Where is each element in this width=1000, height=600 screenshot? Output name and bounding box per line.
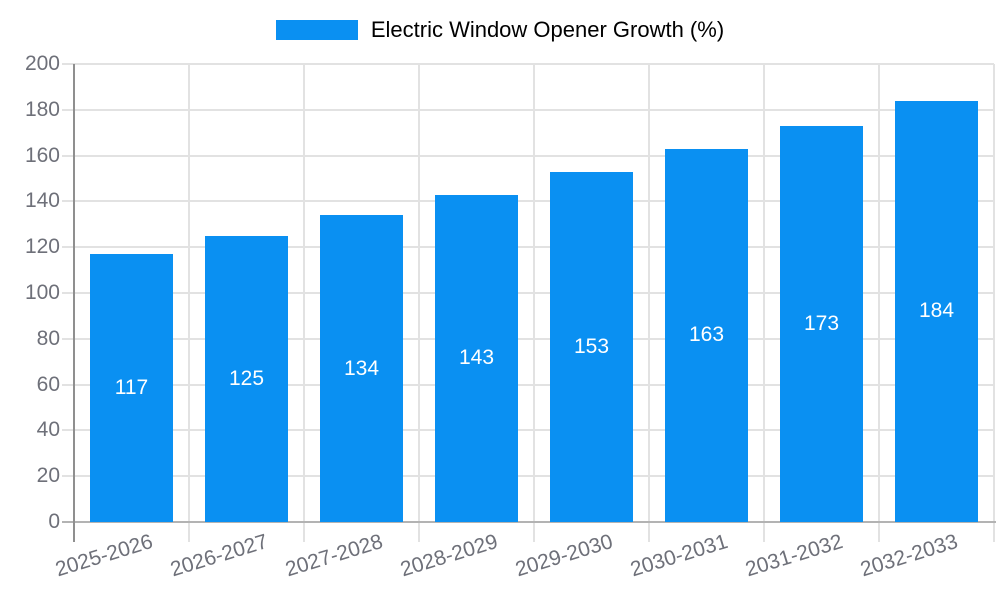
bar[interactable]: 153 — [550, 171, 633, 522]
horizontal-gridline — [62, 429, 994, 432]
x-axis-label: 2026-2027 — [167, 529, 271, 582]
legend-label: Electric Window Opener Growth (%) — [370, 17, 725, 42]
bar-value-label: 125 — [228, 366, 265, 390]
vertical-gridline — [303, 64, 305, 542]
x-axis-label: 2025-2026 — [52, 529, 156, 582]
y-axis-label: 140 — [24, 189, 60, 213]
bar[interactable]: 125 — [205, 235, 288, 522]
x-axis-line — [62, 521, 996, 523]
bar[interactable]: 184 — [895, 100, 978, 522]
horizontal-gridline — [62, 475, 994, 478]
x-axis-label: 2029-2030 — [512, 529, 616, 582]
bar-value-label: 143 — [458, 346, 495, 370]
vertical-gridline — [533, 64, 535, 542]
y-axis-label: 100 — [24, 281, 60, 304]
bar-value-label: 173 — [803, 311, 840, 335]
horizontal-gridline — [62, 154, 994, 157]
vertical-gridline — [418, 64, 420, 542]
x-axis-label: 2031-2032 — [742, 529, 846, 582]
vertical-gridline — [648, 64, 650, 542]
legend[interactable]: Electric Window Opener Growth (%) — [0, 17, 1000, 43]
y-axis-label: 60 — [36, 372, 60, 396]
x-axis-label: 2032-2033 — [857, 529, 961, 582]
bar[interactable]: 163 — [665, 148, 748, 522]
x-axis-label: 2028-2029 — [397, 529, 501, 582]
bar[interactable]: 117 — [90, 254, 173, 522]
y-axis-label: 20 — [36, 464, 60, 488]
vertical-gridline — [878, 64, 880, 542]
y-axis-label: 80 — [36, 326, 60, 350]
bar-value-label: 134 — [343, 356, 380, 380]
bar-value-label: 163 — [688, 323, 725, 347]
horizontal-gridline — [62, 383, 994, 386]
horizontal-gridline — [62, 63, 994, 65]
bar-value-label: 153 — [573, 334, 610, 358]
horizontal-gridline — [62, 337, 994, 340]
bar-value-label: 184 — [918, 299, 955, 323]
x-axis-label: 2030-2031 — [627, 529, 731, 582]
x-axis-label: 2027-2028 — [282, 529, 386, 582]
bar[interactable]: 173 — [780, 125, 863, 522]
y-axis-label: 40 — [36, 418, 60, 442]
y-axis-label: 200 — [24, 52, 60, 75]
vertical-gridline — [188, 64, 190, 542]
y-axis-line — [73, 64, 75, 542]
legend-swatch — [275, 20, 358, 40]
vertical-gridline — [763, 64, 765, 542]
y-axis-label: 120 — [24, 235, 60, 259]
horizontal-gridline — [62, 292, 994, 294]
y-axis-label: 0 — [48, 510, 60, 533]
bar[interactable]: 134 — [320, 215, 403, 522]
vertical-gridline — [993, 64, 995, 542]
bar[interactable]: 143 — [435, 194, 518, 522]
horizontal-gridline — [62, 108, 994, 111]
horizontal-gridline — [62, 246, 994, 249]
y-axis-label: 180 — [24, 97, 60, 121]
y-axis-label: 160 — [24, 143, 60, 167]
bar-value-label: 117 — [114, 376, 149, 400]
horizontal-gridline — [62, 200, 994, 203]
